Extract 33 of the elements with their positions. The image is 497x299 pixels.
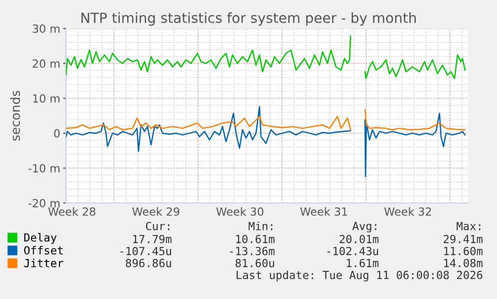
text: Cur: (146, 222, 170, 230)
text: -13.36m (230, 246, 274, 256)
x-tick-label: Week 28 (48, 207, 96, 216)
chart-title: NTP timing statistics for system peer - by month (81, 12, 416, 26)
y-tick-label: -20 m (28, 198, 60, 208)
y-tick-label: 0 (54, 129, 60, 138)
y-tick-label: 30 m (32, 24, 60, 33)
text: -107.45u (120, 246, 172, 256)
text: Min: (248, 222, 272, 230)
text: 896.86u (126, 258, 172, 268)
text: -102.43u (327, 246, 378, 256)
text: 11.60m (444, 246, 482, 256)
y-tick-label: -10 m (28, 164, 60, 172)
x-tick-label: Week 29 (132, 207, 180, 216)
text: 29.41m (444, 234, 482, 244)
text: 1.61m (346, 258, 378, 268)
text: 20.01m (340, 234, 378, 244)
text: 14.08m (444, 258, 482, 268)
y-tick-label: 10 m (33, 94, 60, 103)
text: 10.61m (236, 234, 274, 244)
text: Avg: (352, 222, 376, 232)
x-tick-label: Week 30 (216, 207, 264, 216)
text: 17.79m (133, 234, 172, 244)
x-tick-label: Week 32 (384, 207, 431, 216)
text: Last update: Tue Aug 11 06:00:08 2026 (236, 270, 482, 282)
legend-label: Jitter (24, 258, 64, 268)
text: Max: (456, 222, 480, 230)
x-tick-label: Week 31 (300, 207, 348, 216)
legend-label: Delay (24, 233, 57, 244)
y-axis-title: seconds (10, 90, 20, 141)
y-tick-label: 20 m (32, 59, 60, 68)
text: 81.60u (236, 258, 274, 268)
legend-label: Offset (24, 246, 63, 254)
